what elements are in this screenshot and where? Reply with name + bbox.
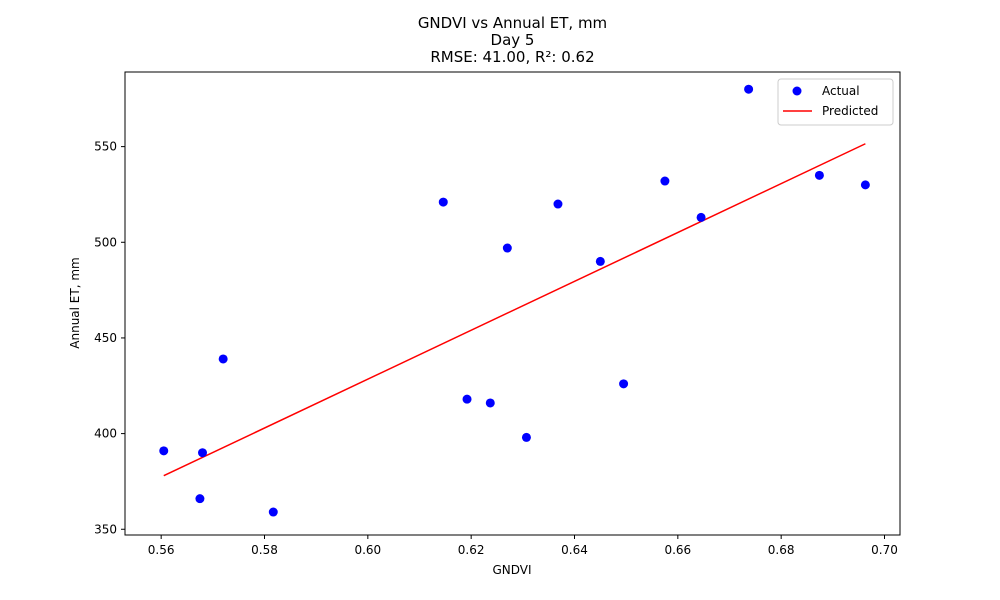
legend: Actual Predicted	[777, 78, 894, 126]
x-tick-label: 0.56	[148, 543, 175, 557]
data-point	[438, 197, 448, 207]
data-point	[696, 212, 706, 222]
y-tick-label: 500	[94, 235, 117, 249]
data-point	[268, 507, 278, 517]
chart-metrics: RMSE: 41.00, R²: 0.62	[430, 48, 595, 66]
predicted-series	[163, 143, 866, 477]
predicted-line	[163, 143, 866, 477]
data-point	[502, 243, 512, 253]
legend-box	[777, 78, 894, 126]
data-point	[485, 398, 495, 408]
x-axis-label: GNDVI	[492, 563, 531, 577]
y-tick-label: 400	[94, 427, 117, 441]
data-point	[195, 494, 205, 504]
data-point	[814, 170, 824, 180]
data-point	[198, 448, 207, 458]
plot-area	[124, 71, 901, 536]
x-tick-label: 0.66	[664, 543, 691, 557]
data-point	[660, 176, 670, 186]
data-point	[860, 180, 870, 190]
data-point	[744, 84, 754, 94]
y-axis-label: Annual ET, mm	[68, 257, 82, 348]
actual-series	[159, 84, 870, 517]
y-tick-label: 450	[94, 331, 117, 345]
legend-label-predicted: Predicted	[822, 104, 878, 118]
data-point	[521, 432, 531, 442]
data-point	[218, 354, 228, 364]
x-tick-label: 0.64	[561, 543, 588, 557]
chart-title: GNDVI vs Annual ET, mm	[417, 14, 608, 32]
data-point	[462, 394, 472, 404]
data-point	[159, 446, 169, 456]
x-tick-label: 0.70	[871, 543, 898, 557]
x-tick-label: 0.62	[458, 543, 485, 557]
y-tick-label: 550	[94, 140, 117, 154]
y-tick-label: 350	[94, 522, 117, 536]
chart-subtitle: Day 5	[490, 31, 535, 49]
data-point	[619, 379, 629, 389]
y-axis: 350 400 450 500 550	[94, 140, 125, 536]
x-tick-label: 0.68	[768, 543, 795, 557]
x-axis: 0.56 0.58 0.60 0.62 0.64 0.66 0.68 0.70	[148, 535, 898, 557]
data-point	[553, 199, 563, 209]
x-tick-label: 0.60	[354, 543, 381, 557]
legend-marker-actual	[792, 86, 802, 96]
data-point	[595, 256, 605, 266]
legend-label-actual: Actual	[822, 84, 860, 98]
x-tick-label: 0.58	[251, 543, 278, 557]
